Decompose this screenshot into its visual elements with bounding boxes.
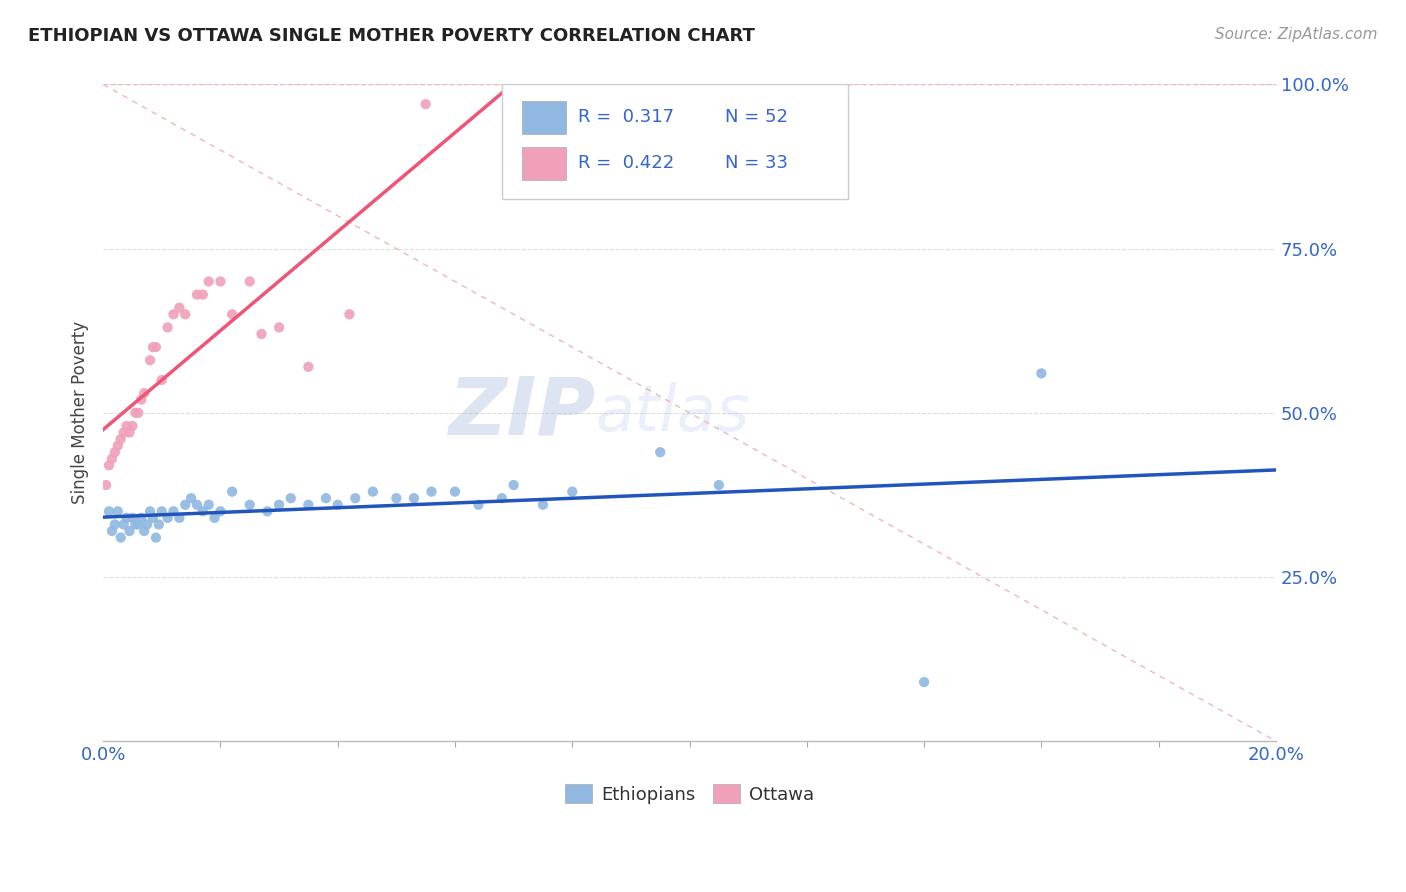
Point	[150, 504, 173, 518]
Text: R =  0.422: R = 0.422	[578, 154, 675, 172]
Point	[169, 511, 191, 525]
Point	[1031, 367, 1053, 381]
Point	[127, 406, 149, 420]
Point	[134, 386, 156, 401]
Point	[134, 524, 156, 538]
Point	[112, 517, 135, 532]
Point	[162, 504, 184, 518]
Point	[361, 484, 384, 499]
Point	[326, 498, 349, 512]
Point	[297, 359, 319, 374]
Point	[239, 498, 262, 512]
Point	[94, 478, 117, 492]
Point	[531, 498, 554, 512]
Point	[156, 320, 179, 334]
Point	[115, 511, 138, 525]
Point	[256, 504, 278, 518]
FancyBboxPatch shape	[502, 85, 848, 200]
Point	[169, 301, 191, 315]
Point	[444, 484, 467, 499]
Y-axis label: Single Mother Poverty: Single Mother Poverty	[72, 321, 89, 504]
Point	[707, 478, 730, 492]
Point	[142, 340, 165, 354]
Point	[197, 275, 219, 289]
Point	[650, 445, 672, 459]
Point	[98, 458, 121, 473]
Point	[139, 504, 162, 518]
Text: R =  0.317: R = 0.317	[578, 108, 675, 127]
Point	[129, 392, 152, 407]
Point	[297, 498, 319, 512]
Point	[385, 491, 408, 505]
Point	[344, 491, 367, 505]
Point	[112, 425, 135, 440]
Point	[467, 498, 489, 512]
Text: ZIP: ZIP	[449, 374, 596, 452]
Point	[148, 517, 170, 532]
Legend: Ethiopians, Ottawa: Ethiopians, Ottawa	[558, 777, 821, 811]
Point	[191, 504, 214, 518]
FancyBboxPatch shape	[522, 101, 567, 134]
Point	[267, 498, 290, 512]
Point	[150, 373, 173, 387]
Point	[912, 675, 935, 690]
Point	[107, 504, 129, 518]
Point	[221, 307, 243, 321]
Point	[267, 320, 290, 334]
Point	[104, 517, 127, 532]
Point	[156, 511, 179, 525]
Point	[420, 484, 443, 499]
Point	[145, 340, 167, 354]
Text: atlas: atlas	[596, 382, 749, 444]
Point	[139, 353, 162, 368]
Point	[121, 419, 143, 434]
Point	[180, 491, 202, 505]
Point	[402, 491, 425, 505]
Point	[239, 275, 262, 289]
FancyBboxPatch shape	[522, 147, 567, 179]
Point	[561, 484, 583, 499]
Point	[197, 498, 219, 512]
Point	[136, 517, 159, 532]
Point	[174, 498, 197, 512]
Point	[162, 307, 184, 321]
Point	[118, 425, 141, 440]
Point	[104, 445, 127, 459]
Point	[127, 517, 149, 532]
Text: N = 52: N = 52	[724, 108, 787, 127]
Text: Source: ZipAtlas.com: Source: ZipAtlas.com	[1215, 27, 1378, 42]
Text: N = 33: N = 33	[724, 154, 787, 172]
Text: ETHIOPIAN VS OTTAWA SINGLE MOTHER POVERTY CORRELATION CHART: ETHIOPIAN VS OTTAWA SINGLE MOTHER POVERT…	[28, 27, 755, 45]
Point	[124, 517, 146, 532]
Point	[115, 419, 138, 434]
Point	[209, 504, 232, 518]
Point	[339, 307, 361, 321]
Point	[118, 524, 141, 538]
Point	[107, 439, 129, 453]
Point	[502, 478, 524, 492]
Point	[204, 511, 226, 525]
Point	[121, 511, 143, 525]
Point	[191, 287, 214, 301]
Point	[101, 451, 124, 466]
Point	[142, 511, 165, 525]
Point	[129, 511, 152, 525]
Point	[315, 491, 337, 505]
Point	[145, 531, 167, 545]
Point	[250, 326, 273, 341]
Point	[186, 498, 208, 512]
Point	[221, 484, 243, 499]
Point	[186, 287, 208, 301]
Point	[415, 97, 437, 112]
Point	[110, 432, 132, 446]
Point	[280, 491, 302, 505]
Point	[124, 406, 146, 420]
Point	[101, 524, 124, 538]
Point	[98, 504, 121, 518]
Point	[209, 275, 232, 289]
Point	[110, 531, 132, 545]
Point	[174, 307, 197, 321]
Point	[491, 491, 513, 505]
